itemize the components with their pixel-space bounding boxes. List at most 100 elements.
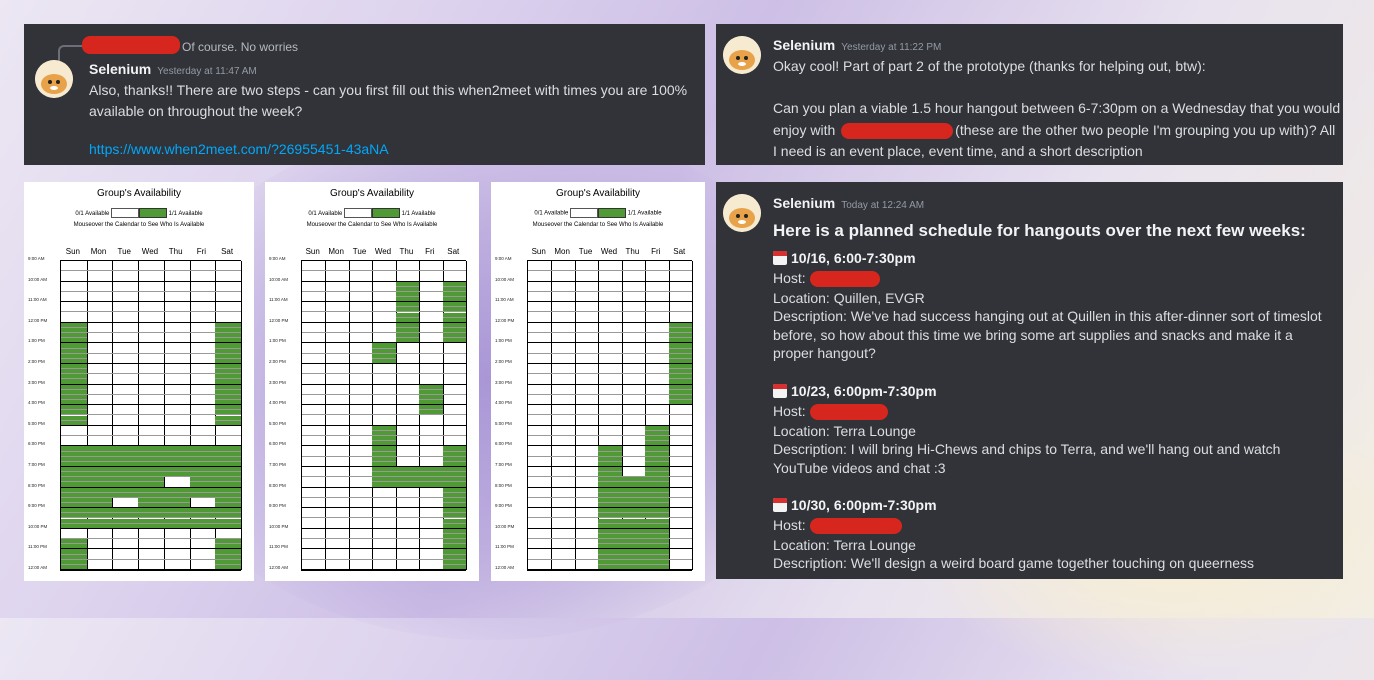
available-slot[interactable] xyxy=(372,425,396,431)
time-slot[interactable] xyxy=(189,369,216,375)
available-slot[interactable] xyxy=(61,564,87,570)
available-slot[interactable] xyxy=(442,508,466,514)
available-slot[interactable] xyxy=(215,374,241,380)
day-column[interactable] xyxy=(442,261,467,570)
time-slot[interactable] xyxy=(163,349,190,354)
time-slot[interactable] xyxy=(551,462,575,467)
time-slot[interactable] xyxy=(372,276,396,282)
time-slot[interactable] xyxy=(551,534,575,540)
time-slot[interactable] xyxy=(395,431,420,437)
time-slot[interactable] xyxy=(61,441,87,447)
time-slot[interactable] xyxy=(86,390,113,395)
time-slot[interactable] xyxy=(395,544,420,550)
available-slot[interactable] xyxy=(598,461,622,467)
time-slot[interactable] xyxy=(574,318,599,323)
available-slot[interactable] xyxy=(61,394,87,401)
available-slot[interactable] xyxy=(61,405,87,411)
available-slot[interactable] xyxy=(189,446,216,452)
available-slot[interactable] xyxy=(112,461,139,467)
time-slot[interactable] xyxy=(528,555,552,560)
available-slot[interactable] xyxy=(215,400,241,406)
time-slot[interactable] xyxy=(61,307,87,313)
time-slot[interactable] xyxy=(395,493,420,498)
time-slot[interactable] xyxy=(189,287,216,292)
time-slot[interactable] xyxy=(302,534,326,540)
time-slot[interactable] xyxy=(528,307,552,313)
available-slot[interactable] xyxy=(668,348,692,354)
available-slot[interactable] xyxy=(189,508,216,514)
time-slot[interactable] xyxy=(61,266,87,272)
available-slot[interactable] xyxy=(645,456,669,462)
time-slot[interactable] xyxy=(215,431,241,437)
available-slot[interactable] xyxy=(61,554,87,560)
time-slot[interactable] xyxy=(668,307,692,313)
time-slot[interactable] xyxy=(395,276,420,282)
day-column[interactable] xyxy=(372,261,397,570)
time-slot[interactable] xyxy=(574,338,599,344)
time-slot[interactable] xyxy=(668,524,692,529)
time-slot[interactable] xyxy=(163,276,190,282)
available-slot[interactable] xyxy=(645,467,669,473)
time-slot[interactable] xyxy=(668,318,692,323)
time-slot[interactable] xyxy=(442,359,466,364)
available-slot[interactable] xyxy=(138,472,164,478)
available-slot[interactable] xyxy=(138,503,164,509)
time-slot[interactable] xyxy=(574,297,599,303)
time-slot[interactable] xyxy=(419,565,443,570)
time-slot[interactable] xyxy=(645,400,669,406)
time-slot[interactable] xyxy=(621,266,646,272)
time-slot[interactable] xyxy=(348,503,373,509)
time-slot[interactable] xyxy=(112,441,139,447)
time-slot[interactable] xyxy=(372,503,396,509)
available-slot[interactable] xyxy=(61,400,87,406)
time-slot[interactable] xyxy=(86,421,113,426)
availability-grid[interactable] xyxy=(527,260,693,571)
day-column[interactable] xyxy=(325,261,350,570)
time-slot[interactable] xyxy=(325,544,349,550)
time-slot[interactable] xyxy=(621,472,646,478)
available-slot[interactable] xyxy=(138,482,164,488)
available-slot[interactable] xyxy=(163,503,190,509)
time-slot[interactable] xyxy=(551,266,575,272)
day-column[interactable] xyxy=(348,261,374,570)
time-slot[interactable] xyxy=(419,462,443,467)
time-slot[interactable] xyxy=(551,555,575,560)
time-slot[interactable] xyxy=(325,555,349,560)
time-slot[interactable] xyxy=(325,431,349,437)
available-slot[interactable] xyxy=(442,286,466,292)
available-slot[interactable] xyxy=(215,461,241,467)
available-slot[interactable] xyxy=(163,461,190,467)
available-slot[interactable] xyxy=(598,539,622,545)
time-slot[interactable] xyxy=(574,503,599,509)
available-slot[interactable] xyxy=(598,503,622,509)
available-slot[interactable] xyxy=(112,518,139,524)
available-slot[interactable] xyxy=(442,302,466,308)
time-slot[interactable] xyxy=(528,513,552,519)
time-slot[interactable] xyxy=(395,266,420,272)
time-slot[interactable] xyxy=(163,482,190,488)
available-slot[interactable] xyxy=(621,533,646,540)
time-slot[interactable] xyxy=(668,503,692,509)
time-slot[interactable] xyxy=(621,307,646,313)
available-slot[interactable] xyxy=(215,327,241,334)
time-slot[interactable] xyxy=(302,441,326,447)
available-slot[interactable] xyxy=(598,456,622,462)
available-slot[interactable] xyxy=(215,503,241,509)
available-slot[interactable] xyxy=(419,389,443,395)
available-slot[interactable] xyxy=(138,513,164,519)
time-slot[interactable] xyxy=(138,266,164,272)
time-slot[interactable] xyxy=(163,318,190,323)
time-slot[interactable] xyxy=(621,379,646,385)
available-slot[interactable] xyxy=(372,461,396,467)
time-slot[interactable] xyxy=(325,328,349,334)
available-slot[interactable] xyxy=(419,472,443,478)
time-slot[interactable] xyxy=(325,369,349,375)
available-slot[interactable] xyxy=(163,446,190,452)
available-slot[interactable] xyxy=(86,461,113,467)
time-slot[interactable] xyxy=(668,452,692,457)
available-slot[interactable] xyxy=(61,333,87,339)
time-slot[interactable] xyxy=(86,544,113,550)
time-slot[interactable] xyxy=(551,544,575,550)
time-slot[interactable] xyxy=(163,369,190,375)
time-slot[interactable] xyxy=(528,369,552,375)
